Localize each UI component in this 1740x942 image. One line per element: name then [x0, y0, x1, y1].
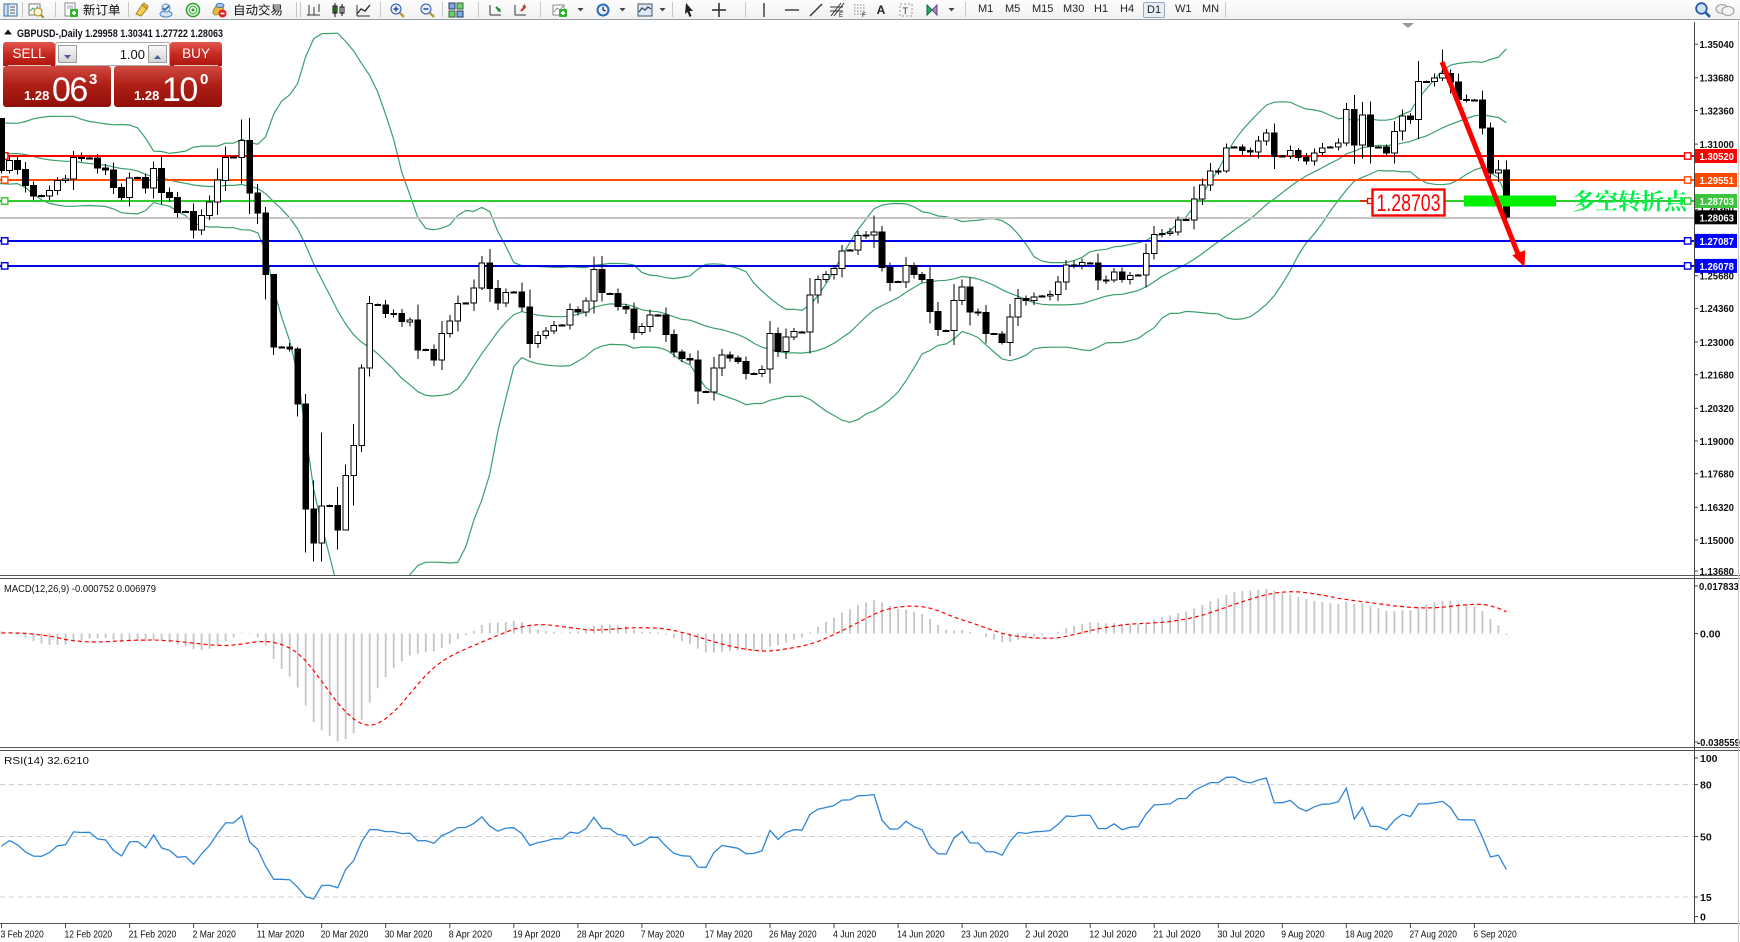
- svg-text:2 Mar 2020: 2 Mar 2020: [193, 930, 237, 941]
- svg-text:MACD(12,26,9) -0.000752 0.0069: MACD(12,26,9) -0.000752 0.006979: [4, 583, 156, 595]
- svg-text:27 Aug 2020: 27 Aug 2020: [1409, 930, 1457, 941]
- svg-text:20 Mar 2020: 20 Mar 2020: [321, 930, 369, 941]
- svg-text:1.29551: 1.29551: [1700, 175, 1735, 187]
- svg-text:3 Feb 2020: 3 Feb 2020: [1, 930, 45, 941]
- svg-text:7 May 2020: 7 May 2020: [641, 930, 685, 941]
- svg-text:2 Jul 2020: 2 Jul 2020: [1025, 930, 1069, 941]
- svg-text:100: 100: [1700, 753, 1718, 765]
- svg-text:1.23000: 1.23000: [1700, 337, 1735, 349]
- svg-text:1.20320: 1.20320: [1700, 403, 1735, 415]
- svg-text:1.26078: 1.26078: [1700, 261, 1735, 273]
- svg-text:1.30520: 1.30520: [1700, 151, 1735, 163]
- svg-text:F: F: [862, 13, 866, 18]
- svg-text:1.21680: 1.21680: [1700, 370, 1735, 382]
- svg-text:1.28063: 1.28063: [1700, 212, 1735, 224]
- svg-text:0.017833: 0.017833: [1699, 581, 1739, 593]
- svg-text:1.19000: 1.19000: [1700, 436, 1735, 448]
- svg-text:0.00: 0.00: [1700, 628, 1721, 640]
- svg-text:GBPUSD-,Daily 1.29958 1.30341: GBPUSD-,Daily 1.29958 1.30341 1.27722 1.…: [17, 28, 223, 40]
- svg-text:21 Feb 2020: 21 Feb 2020: [129, 930, 177, 941]
- svg-text:1.17680: 1.17680: [1700, 469, 1735, 481]
- svg-text:18 Aug 2020: 18 Aug 2020: [1345, 930, 1393, 941]
- svg-text:11 Mar 2020: 11 Mar 2020: [257, 930, 305, 941]
- svg-text:1.32360: 1.32360: [1700, 105, 1735, 117]
- svg-text:T: T: [902, 6, 908, 16]
- svg-text:50: 50: [1700, 831, 1712, 843]
- svg-text:21 Jul 2020: 21 Jul 2020: [1153, 930, 1201, 941]
- svg-text:14 Jun 2020: 14 Jun 2020: [897, 930, 945, 941]
- svg-text:1.16320: 1.16320: [1700, 502, 1735, 514]
- svg-text:RSI(14) 32.6210: RSI(14) 32.6210: [4, 755, 89, 767]
- svg-text:12 Feb 2020: 12 Feb 2020: [65, 930, 113, 941]
- svg-text:1.15000: 1.15000: [1700, 535, 1735, 547]
- svg-text:E: E: [839, 13, 843, 18]
- svg-text:8 Apr 2020: 8 Apr 2020: [449, 930, 493, 941]
- svg-text:1.33680: 1.33680: [1700, 73, 1735, 85]
- svg-text:1.27087: 1.27087: [1700, 236, 1735, 248]
- svg-text:1.28703: 1.28703: [1700, 196, 1735, 208]
- svg-text:19 Apr 2020: 19 Apr 2020: [513, 930, 561, 941]
- svg-text:9 Aug 2020: 9 Aug 2020: [1281, 930, 1325, 941]
- svg-text:23 Jun 2020: 23 Jun 2020: [961, 930, 1009, 941]
- svg-text:30 Jul 2020: 30 Jul 2020: [1217, 930, 1265, 941]
- svg-text:4 Jun 2020: 4 Jun 2020: [833, 930, 877, 941]
- svg-text:0: 0: [1700, 911, 1706, 923]
- svg-text:1.31000: 1.31000: [1700, 139, 1735, 151]
- svg-text:1.25680: 1.25680: [1700, 271, 1735, 283]
- svg-text:-0.038559: -0.038559: [1697, 737, 1740, 749]
- svg-text:6 Sep 2020: 6 Sep 2020: [1473, 930, 1517, 941]
- svg-text:1.24360: 1.24360: [1700, 303, 1735, 315]
- svg-text:1.13680: 1.13680: [1700, 566, 1735, 578]
- svg-text:28 Apr 2020: 28 Apr 2020: [577, 930, 625, 941]
- svg-text:80: 80: [1700, 779, 1712, 791]
- svg-text:15: 15: [1700, 892, 1712, 904]
- svg-text:1.28703: 1.28703: [1377, 190, 1441, 217]
- svg-text:1.35040: 1.35040: [1700, 39, 1735, 51]
- svg-text:12 Jul 2020: 12 Jul 2020: [1089, 930, 1137, 941]
- svg-text:30 Mar 2020: 30 Mar 2020: [385, 930, 433, 941]
- svg-text:17 May 2020: 17 May 2020: [705, 930, 753, 941]
- svg-text:26 May 2020: 26 May 2020: [769, 930, 817, 941]
